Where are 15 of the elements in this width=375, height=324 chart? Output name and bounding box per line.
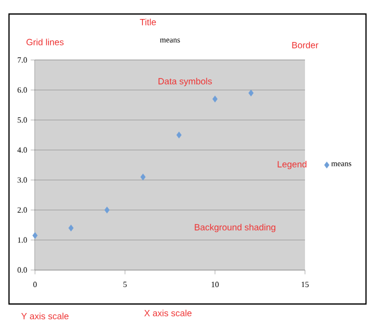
point [248,90,254,96]
text: Y axis scale [21,312,69,320]
text: Grid lines [26,38,64,46]
text: Title [140,18,156,26]
point [68,224,74,232]
point [140,174,146,180]
annotation: Data symbols [158,78,212,86]
point [32,232,38,239]
annotation: Background shading [194,224,276,232]
annotation: Legend [278,160,306,170]
text: X axis scale [144,310,192,316]
point [104,206,110,214]
point [176,132,182,138]
text: Border [292,42,318,48]
point [212,96,218,102]
